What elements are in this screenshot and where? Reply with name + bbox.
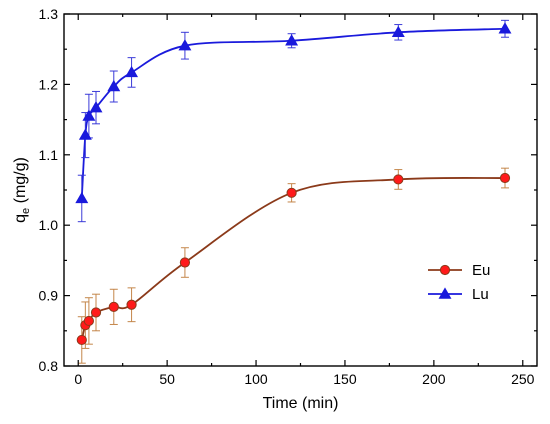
data-point-eu [126, 299, 137, 310]
y-tick-label: 0.8 [39, 358, 59, 374]
data-point-eu [108, 301, 119, 312]
data-point-lu [178, 39, 192, 51]
x-axis-title: Time (min) [263, 395, 339, 412]
data-point-lu [285, 34, 299, 46]
series-line-lu [80, 27, 506, 199]
data-point-eu [393, 174, 404, 185]
data-point-eu [83, 315, 94, 327]
axis-ticks: 0 50 100 150 200 250 0.8 0.9 1.0 1.1 1.2 1.3 [39, 6, 537, 387]
x-tick-label: 100 [244, 371, 268, 387]
data-point-eu [499, 172, 511, 184]
y-axis-title-main: q [12, 214, 29, 223]
x-tick-label: 200 [422, 371, 446, 387]
legend-marker-eu [439, 264, 451, 276]
data-point-lu [75, 191, 89, 204]
data-point-lu [107, 79, 121, 92]
series-eu [76, 167, 511, 364]
data-point-lu [78, 128, 92, 140]
y-tick-label: 1.3 [39, 6, 59, 22]
data-point-lu [82, 109, 96, 121]
plot-area [75, 19, 512, 364]
data-point-lu [125, 65, 139, 78]
y-tick-label: 1.1 [39, 147, 59, 163]
data-point-eu [76, 334, 87, 346]
y-tick-label: 0.9 [39, 288, 59, 304]
series-lu [75, 19, 512, 223]
data-point-lu [498, 22, 512, 34]
x-tick-label: 0 [74, 371, 82, 387]
data-point-eu [90, 307, 102, 318]
y-axis-title: qe (mg/g) [12, 157, 32, 223]
y-axis-title-unit: (mg/g) [12, 157, 29, 208]
data-point-lu [89, 101, 103, 113]
legend-label-eu: Eu [472, 262, 490, 279]
y-tick-label: 1.2 [39, 76, 59, 92]
x-tick-label: 150 [333, 371, 357, 387]
data-point-eu [179, 257, 191, 268]
legend-marker-lu [438, 287, 452, 299]
data-point-lu [391, 25, 405, 38]
legend-label-lu: Lu [472, 286, 489, 303]
x-tick-label: 250 [511, 371, 535, 387]
legend: Eu Lu [428, 262, 490, 303]
data-point-eu [286, 187, 297, 198]
x-tick-label: 50 [159, 371, 175, 387]
y-tick-label: 1.0 [39, 217, 59, 233]
y-axis-title-subscript: e [20, 208, 32, 214]
